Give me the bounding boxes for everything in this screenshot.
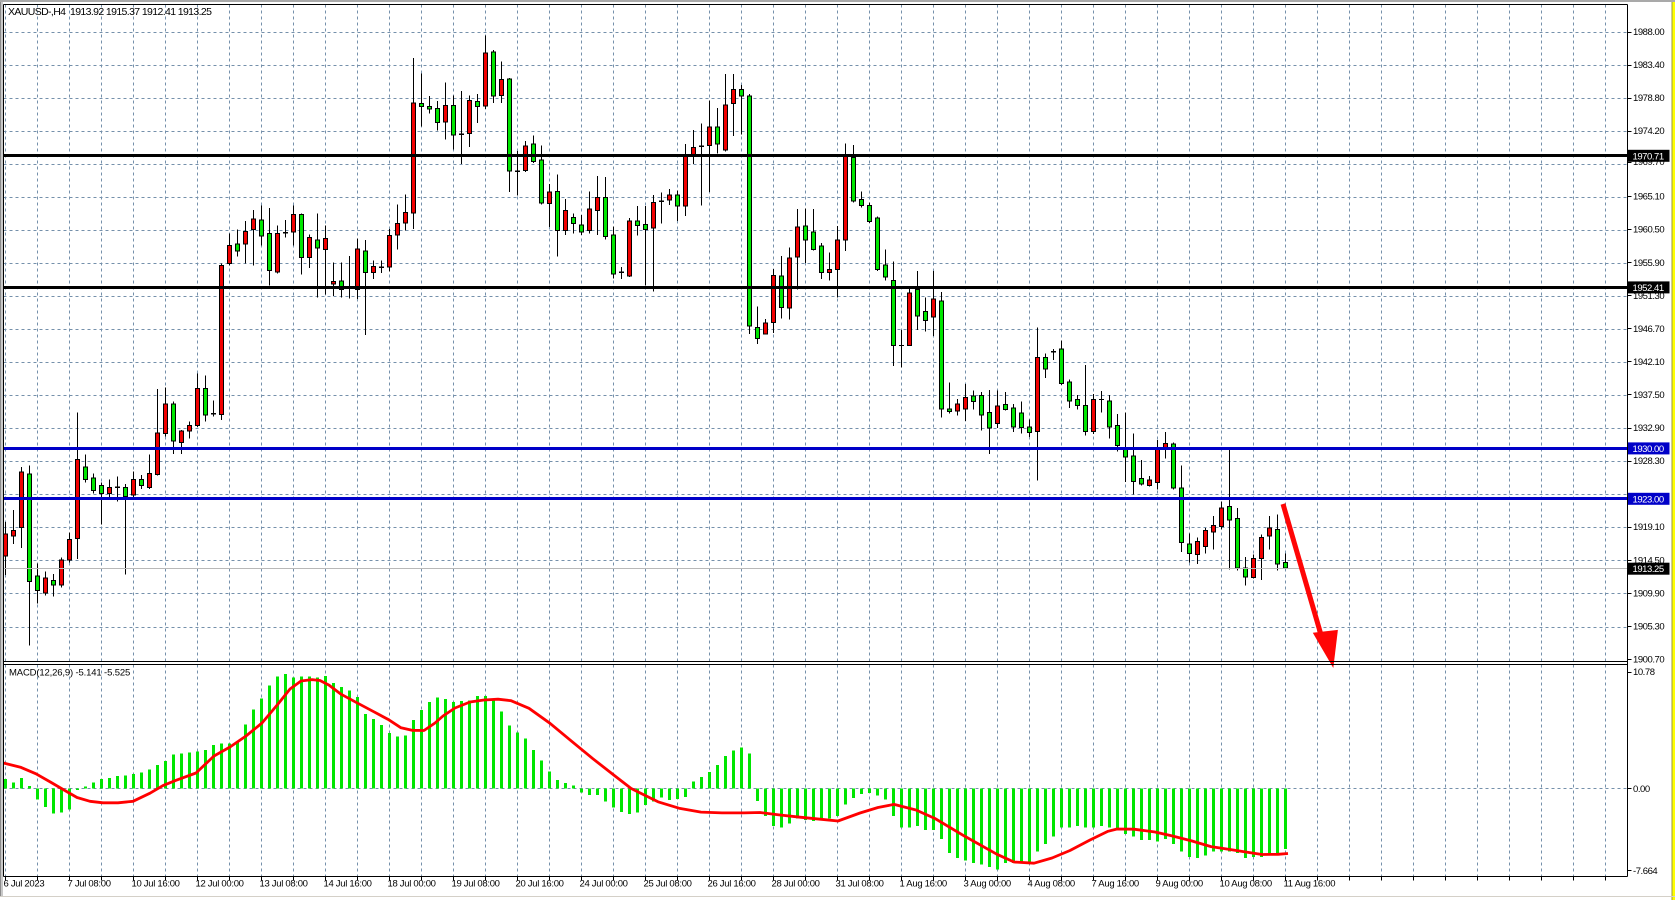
- svg-text:28 Jul 00:00: 28 Jul 00:00: [772, 879, 820, 890]
- svg-text:1914.50: 1914.50: [1633, 555, 1664, 566]
- svg-text:6 Jul 2023: 6 Jul 2023: [4, 879, 45, 890]
- svg-text:1988.00: 1988.00: [1633, 27, 1664, 38]
- svg-text:1951.30: 1951.30: [1633, 291, 1664, 302]
- svg-text:20 Jul 16:00: 20 Jul 16:00: [516, 879, 564, 890]
- svg-text:1955.90: 1955.90: [1633, 258, 1664, 269]
- svg-text:31 Jul 08:00: 31 Jul 08:00: [836, 879, 884, 890]
- svg-text:1965.10: 1965.10: [1633, 192, 1664, 203]
- svg-text:1974.20: 1974.20: [1633, 126, 1664, 137]
- svg-text:1960.50: 1960.50: [1633, 225, 1664, 236]
- svg-text:0.00: 0.00: [1633, 784, 1650, 795]
- svg-text:4 Aug 08:00: 4 Aug 08:00: [1028, 879, 1075, 890]
- svg-text:XAUUSD-,H4 1913.92 1915.37 19: XAUUSD-,H4 1913.92 1915.37 1912.41 1913.…: [8, 6, 212, 18]
- svg-text:1 Aug 16:00: 1 Aug 16:00: [900, 879, 947, 890]
- svg-text:14 Jul 16:00: 14 Jul 16:00: [324, 879, 372, 890]
- svg-text:1932.90: 1932.90: [1633, 423, 1664, 434]
- svg-text:9 Aug 00:00: 9 Aug 00:00: [1156, 879, 1203, 890]
- svg-text:1970.71: 1970.71: [1633, 151, 1664, 162]
- svg-text:1900.70: 1900.70: [1633, 655, 1664, 666]
- svg-text:19 Jul 08:00: 19 Jul 08:00: [452, 879, 500, 890]
- svg-text:1919.10: 1919.10: [1633, 522, 1664, 533]
- svg-text:1937.50: 1937.50: [1633, 390, 1664, 401]
- svg-text:11 Aug 16:00: 11 Aug 16:00: [1284, 879, 1336, 890]
- svg-text:1969.70: 1969.70: [1633, 157, 1664, 168]
- svg-text:1930.00: 1930.00: [1633, 444, 1664, 455]
- svg-text:1913.25: 1913.25: [1633, 564, 1664, 575]
- svg-text:1928.30: 1928.30: [1633, 456, 1664, 467]
- svg-text:10.78: 10.78: [1633, 667, 1655, 678]
- svg-text:13 Jul 08:00: 13 Jul 08:00: [260, 879, 308, 890]
- svg-text:3 Aug 00:00: 3 Aug 00:00: [964, 879, 1011, 890]
- svg-text:25 Jul 08:00: 25 Jul 08:00: [644, 879, 692, 890]
- svg-text:10 Aug 08:00: 10 Aug 08:00: [1220, 879, 1272, 890]
- svg-text:7 Aug 16:00: 7 Aug 16:00: [1092, 879, 1139, 890]
- svg-text:1983.40: 1983.40: [1633, 60, 1664, 71]
- svg-text:7 Jul 08:00: 7 Jul 08:00: [68, 879, 111, 890]
- svg-text:26 Jul 16:00: 26 Jul 16:00: [708, 879, 756, 890]
- svg-text:1946.70: 1946.70: [1633, 324, 1664, 335]
- svg-text:1909.90: 1909.90: [1633, 588, 1664, 599]
- svg-text:-7.664: -7.664: [1633, 866, 1657, 877]
- svg-text:1942.10: 1942.10: [1633, 357, 1664, 368]
- svg-text:18 Jul 00:00: 18 Jul 00:00: [388, 879, 436, 890]
- svg-text:24 Jul 00:00: 24 Jul 00:00: [580, 879, 628, 890]
- svg-text:MACD(12,26,9) -5.141 -5.525: MACD(12,26,9) -5.141 -5.525: [9, 668, 130, 679]
- svg-text:1978.80: 1978.80: [1633, 93, 1664, 104]
- svg-text:1923.00: 1923.00: [1633, 494, 1664, 505]
- svg-text:10 Jul 16:00: 10 Jul 16:00: [132, 879, 180, 890]
- svg-text:1905.30: 1905.30: [1633, 621, 1664, 632]
- svg-text:12 Jul 00:00: 12 Jul 00:00: [196, 879, 244, 890]
- svg-text:1952.41: 1952.41: [1633, 283, 1664, 294]
